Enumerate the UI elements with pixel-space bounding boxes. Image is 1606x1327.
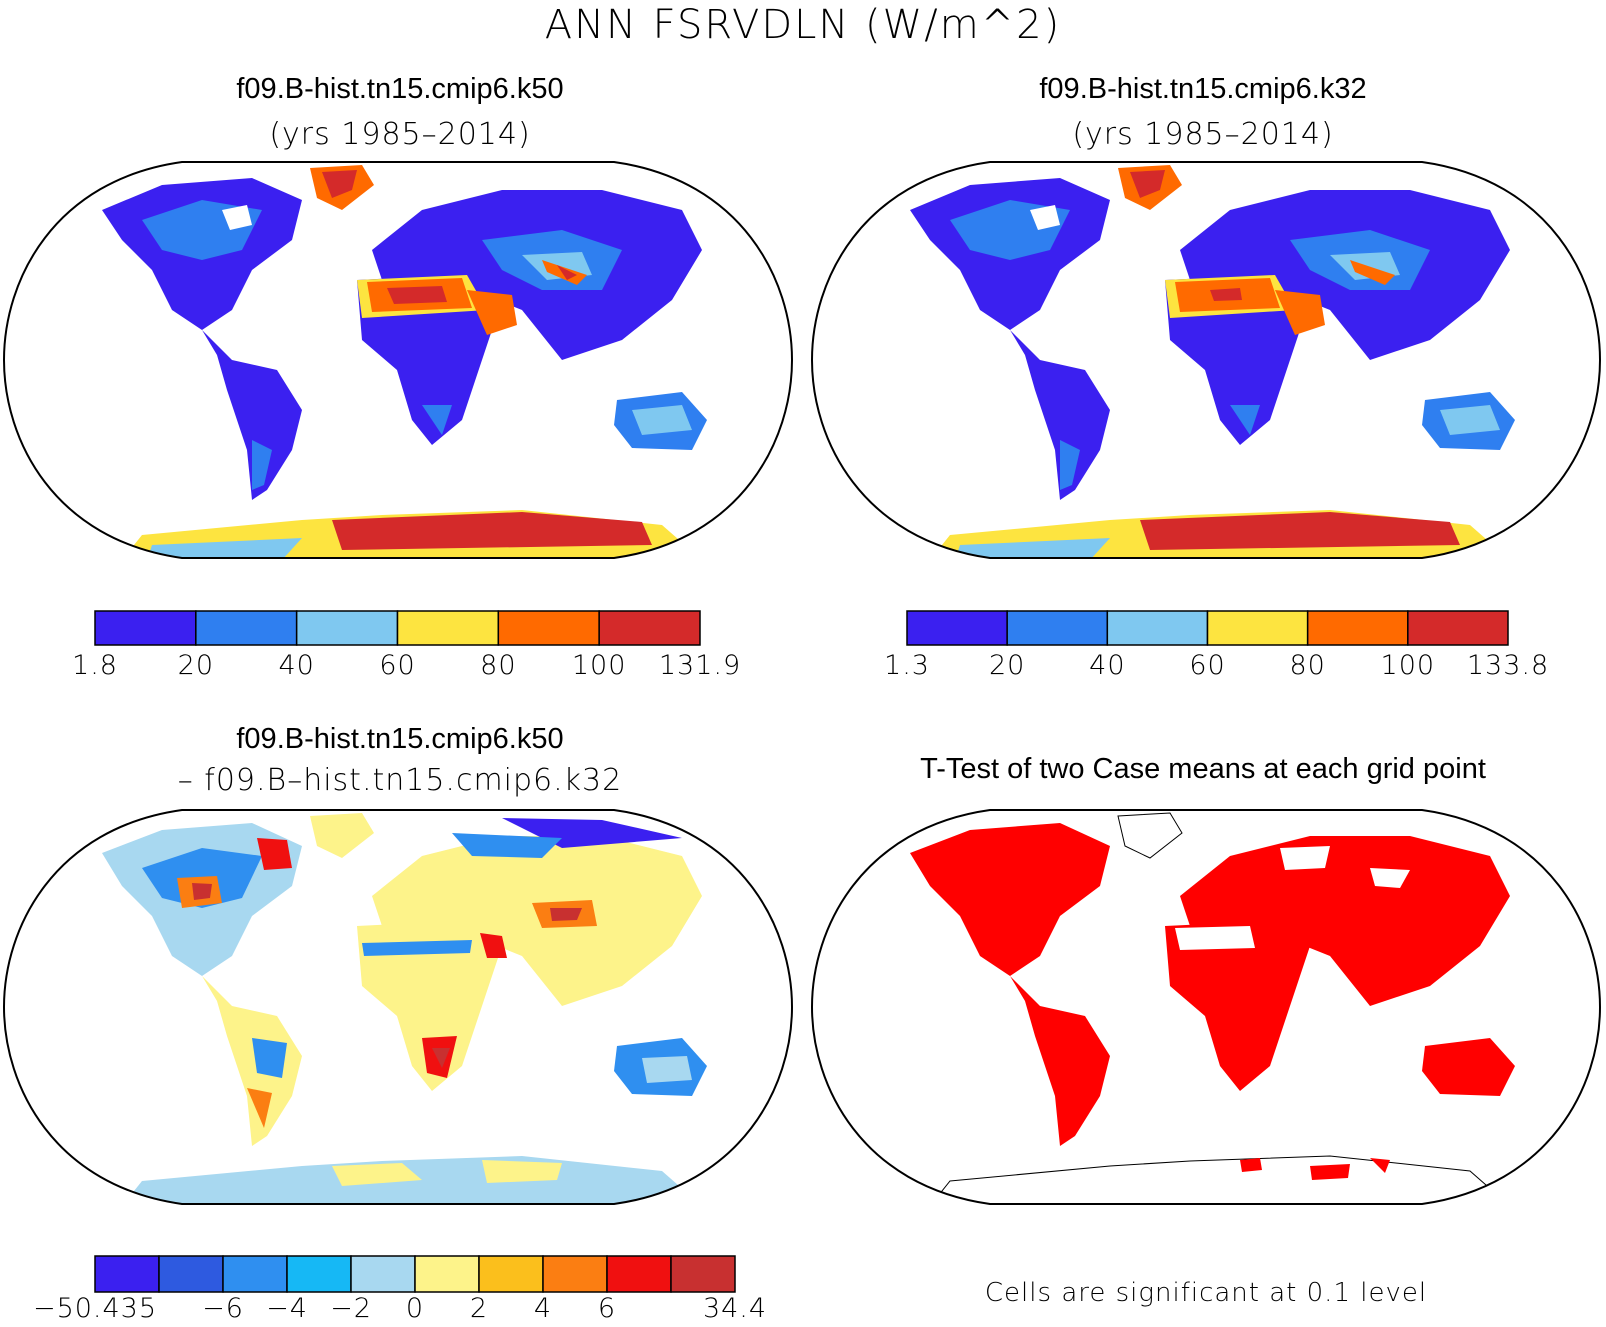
colorbar-segment [598,610,701,646]
figure-title: ANN FSRVDLN (W/m^2) [544,2,1062,48]
colorbar-tick-label: 1.8 [72,650,118,681]
colorbar-segment [1106,610,1209,646]
panel-3-map-border [2,809,794,1205]
colorbar-tick-label: 80 [1289,650,1326,681]
colorbar-tick-label: 40 [1089,650,1126,681]
panel-2-subtitle: (yrs 1985–2014) [1072,117,1334,152]
panel-4-footnote: Cells are significant at 0.1 level [984,1278,1428,1308]
panel-1-colorbar [94,610,701,646]
panel-3-subtitle: – f09.B–hist.tn15.cmip6.k32 [177,763,623,798]
colorbar-tick-label: 6 [597,1293,617,1324]
colorbar-segment [396,610,500,646]
panel-3-title: f09.B-hist.tn15.cmip6.k50 [236,723,564,755]
panel-4-map [810,809,1602,1205]
colorbar-segment [1006,610,1109,646]
colorbar-segment [1306,610,1409,646]
colorbar-segment [497,610,600,646]
colorbar-segment [94,1255,160,1293]
panel-3-map [2,809,794,1205]
panel-1-title: f09.B-hist.tn15.cmip6.k50 [236,73,564,105]
colorbar-tick-label: −50.435 [32,1293,158,1324]
colorbar-tick-label: 40 [278,650,315,681]
colorbar-segment [350,1255,416,1293]
panel-2-title: f09.B-hist.tn15.cmip6.k32 [1039,73,1367,105]
colorbar-tick-label: −4 [266,1293,308,1324]
panel-2-map-border [810,161,1602,559]
colorbar-tick-label: 100 [1380,650,1436,681]
colorbar-segment [478,1255,544,1293]
panel-2-map [810,161,1602,559]
panel-3-colorbar [94,1255,736,1293]
colorbar-segment [1206,610,1309,646]
colorbar-segment [1407,610,1509,646]
panel-4-map-border [810,809,1602,1205]
colorbar-segment [94,610,197,646]
colorbar-segment [286,1255,352,1293]
colorbar-segment [906,610,1008,646]
panel-1-field [102,165,707,558]
colorbar-tick-label: 20 [177,650,215,681]
panel-1-map [2,161,794,559]
panel-2-colorbar [906,610,1509,646]
panel-4-title: T-Test of two Case means at each grid po… [920,753,1486,785]
colorbar-segment [222,1255,288,1293]
panel-3-field [102,813,707,1204]
colorbar-segment [295,610,399,646]
colorbar-tick-label: 0 [405,1293,425,1324]
colorbar-segment [670,1255,736,1293]
colorbar-tick-label: 80 [480,650,517,681]
colorbar-tick-label: 4 [533,1293,553,1324]
colorbar-segment [542,1255,608,1293]
colorbar-tick-label: −2 [330,1293,372,1324]
colorbar-tick-label: 133.8 [1466,650,1550,681]
colorbar-tick-label: 2 [469,1293,489,1324]
colorbar-tick-label: 60 [379,650,416,681]
colorbar-segment [606,1255,672,1293]
panel-4-field [910,812,1515,1204]
panel-1-subtitle: (yrs 1985–2014) [269,117,531,152]
colorbar-tick-label: 60 [1189,650,1226,681]
colorbar-tick-label: −6 [202,1293,244,1324]
panel-2-field [910,165,1515,558]
colorbar-tick-label: 131.9 [658,650,742,681]
colorbar-tick-label: 20 [988,650,1026,681]
colorbar-tick-label: 100 [571,650,627,681]
colorbar-tick-label: 1.3 [884,650,930,681]
colorbar-segment [195,610,298,646]
colorbar-segment [414,1255,480,1293]
colorbar-segment [158,1255,224,1293]
colorbar-tick-label: 34.4 [702,1293,768,1324]
panel-1-map-border [2,161,794,559]
